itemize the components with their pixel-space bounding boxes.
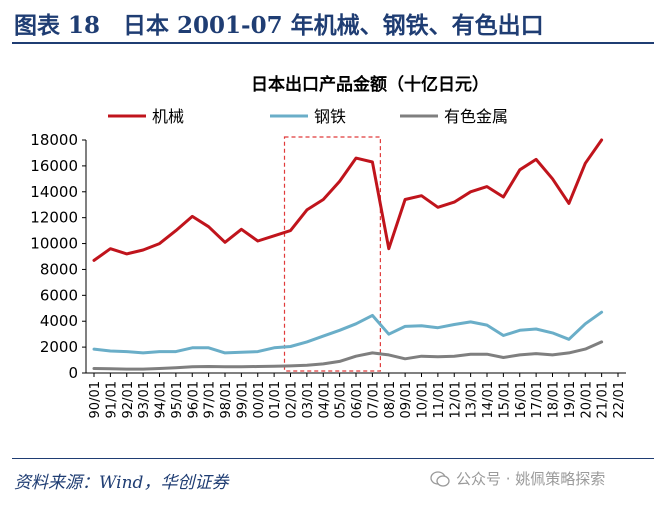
x-tick-label: 08/01 — [383, 381, 398, 418]
y-tick-label: 16000 — [30, 157, 78, 175]
x-tick-label: 92/01 — [121, 381, 136, 418]
wechat-icon — [430, 470, 450, 487]
y-tick-labels: 0 2000 4000 6000 8000 10000 12000 14000 16000 180… — [30, 131, 86, 382]
x-tick-label: 14/01 — [481, 381, 496, 418]
x-tick-label: 20/01 — [579, 381, 594, 418]
x-tick-label: 09/01 — [399, 381, 414, 418]
y-tick-label: 0 — [68, 364, 78, 382]
y-tick-label: 6000 — [40, 286, 78, 304]
watermark: 公众号 · 姚佩策略探索 — [430, 468, 605, 489]
series-line-有色金属 — [92, 340, 604, 371]
chart-title: 日本出口产品金额（十亿日元） — [251, 74, 489, 95]
x-tick-label: 01/01 — [268, 381, 283, 418]
legend-label: 有色金属 — [444, 107, 508, 126]
highlight-period-box — [283, 136, 381, 372]
legend-label: 钢铁 — [314, 107, 346, 126]
x-tick-label: 96/01 — [186, 381, 201, 418]
x-tick-label: 07/01 — [366, 381, 381, 418]
x-tick-label: 19/01 — [563, 381, 578, 418]
x-tick-label: 94/01 — [154, 381, 169, 418]
y-tick-label: 12000 — [30, 209, 78, 227]
x-tick-label: 91/01 — [104, 381, 119, 418]
x-tick-label: 93/01 — [137, 381, 152, 418]
y-tick-label: 18000 — [30, 131, 78, 149]
x-tick-label: 18/01 — [547, 381, 562, 418]
watermark-text: 公众号 · 姚佩策略探索 — [456, 470, 606, 488]
x-tick-label: 16/01 — [514, 381, 529, 418]
x-tick-label: 90/01 — [88, 381, 103, 418]
export-line-chart: 日本出口产品金额（十亿日元） 机械 钢铁 有色金属 90/01 91/01 92/01 9… — [30, 74, 627, 418]
x-tick-label: 11/01 — [432, 381, 447, 418]
x-tick-label: 06/01 — [350, 381, 365, 418]
legend: 机械 钢铁 有色金属 — [108, 107, 508, 126]
x-tick-label: 99/01 — [235, 381, 250, 418]
y-tick-label: 10000 — [30, 235, 78, 253]
source-note: 资料来源：Wind，华创证券 — [14, 473, 229, 493]
x-tick-label: 22/01 — [612, 381, 627, 418]
x-tick-label: 04/01 — [317, 381, 332, 418]
x-tick-labels: 90/01 91/01 92/01 93/01 94/01 95/01 96/01 97/01… — [88, 373, 627, 418]
x-tick-label: 02/01 — [285, 381, 300, 418]
series-line-机械 — [92, 138, 604, 262]
x-tick-label: 21/01 — [596, 381, 611, 418]
x-tick-label: 00/01 — [252, 381, 267, 418]
title-underline — [12, 42, 654, 44]
x-tick-label: 03/01 — [301, 381, 316, 418]
axes — [85, 140, 626, 374]
series-layer — [92, 138, 604, 371]
series-line-钢铁 — [92, 310, 604, 355]
x-tick-label: 10/01 — [416, 381, 431, 418]
y-tick-label: 14000 — [30, 183, 78, 201]
x-tick-label: 12/01 — [448, 381, 463, 418]
x-tick-label: 97/01 — [203, 381, 218, 418]
x-tick-label: 98/01 — [219, 381, 234, 418]
x-tick-label: 15/01 — [497, 381, 512, 418]
x-tick-label: 95/01 — [170, 381, 185, 418]
bottom-rule — [12, 458, 654, 459]
x-tick-label: 17/01 — [530, 381, 545, 418]
figure-title: 图表 18 日本 2001-07 年机械、钢铁、有色出口 — [14, 12, 544, 39]
legend-label: 机械 — [152, 107, 184, 126]
x-tick-label: 05/01 — [334, 381, 349, 418]
y-tick-label: 2000 — [40, 338, 78, 356]
y-tick-label: 4000 — [40, 312, 78, 330]
x-tick-label: 13/01 — [465, 381, 480, 418]
y-tick-label: 8000 — [40, 260, 78, 278]
